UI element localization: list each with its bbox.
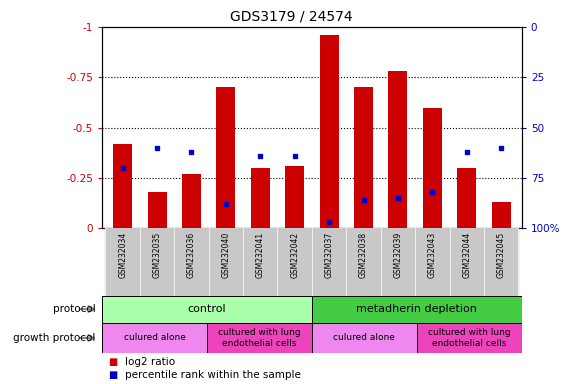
Text: growth protocol: growth protocol <box>13 333 99 343</box>
Bar <box>251 168 270 228</box>
Bar <box>278 228 312 296</box>
Bar <box>312 296 522 323</box>
Bar <box>285 166 304 228</box>
Text: GSM232038: GSM232038 <box>359 232 368 278</box>
Bar <box>449 228 484 296</box>
Bar <box>216 88 236 228</box>
Bar <box>484 228 518 296</box>
Text: GSM232037: GSM232037 <box>325 232 333 278</box>
Bar <box>312 228 346 296</box>
Text: GSM232044: GSM232044 <box>462 232 471 278</box>
Text: control: control <box>188 304 226 314</box>
Bar <box>491 202 511 228</box>
Text: GSM232045: GSM232045 <box>497 232 505 278</box>
Bar <box>102 323 207 353</box>
Text: GSM232042: GSM232042 <box>290 232 299 278</box>
Bar <box>140 228 174 296</box>
Bar <box>319 35 339 228</box>
Bar <box>423 108 442 228</box>
Text: log2 ratio: log2 ratio <box>125 357 175 367</box>
Text: metadherin depletion: metadherin depletion <box>356 304 477 314</box>
Bar <box>243 228 278 296</box>
Bar <box>102 296 312 323</box>
Text: GSM232043: GSM232043 <box>428 232 437 278</box>
Text: culured alone: culured alone <box>124 333 185 343</box>
Text: cultured with lung
endothelial cells: cultured with lung endothelial cells <box>218 328 301 348</box>
Bar <box>147 192 167 228</box>
Bar <box>388 71 408 228</box>
Bar <box>381 228 415 296</box>
Text: GSM232039: GSM232039 <box>394 232 402 278</box>
Text: GSM232034: GSM232034 <box>118 232 127 278</box>
Bar <box>106 228 140 296</box>
Text: cultured with lung
endothelial cells: cultured with lung endothelial cells <box>428 328 511 348</box>
Text: protocol: protocol <box>53 304 99 314</box>
Text: percentile rank within the sample: percentile rank within the sample <box>125 370 301 380</box>
Bar <box>312 323 417 353</box>
Bar <box>415 228 449 296</box>
Text: GSM232041: GSM232041 <box>256 232 265 278</box>
Bar <box>346 228 381 296</box>
Bar <box>457 168 476 228</box>
Text: GSM232035: GSM232035 <box>153 232 161 278</box>
Bar <box>209 228 243 296</box>
Text: culured alone: culured alone <box>333 333 395 343</box>
Bar <box>113 144 132 228</box>
Text: GSM232036: GSM232036 <box>187 232 196 278</box>
Text: GDS3179 / 24574: GDS3179 / 24574 <box>230 10 353 23</box>
Text: ■: ■ <box>108 357 117 367</box>
Bar <box>182 174 201 228</box>
Bar <box>207 323 312 353</box>
Text: ■: ■ <box>108 370 117 380</box>
Text: GSM232040: GSM232040 <box>222 232 230 278</box>
Bar <box>174 228 209 296</box>
Bar <box>417 323 522 353</box>
Bar <box>354 88 373 228</box>
